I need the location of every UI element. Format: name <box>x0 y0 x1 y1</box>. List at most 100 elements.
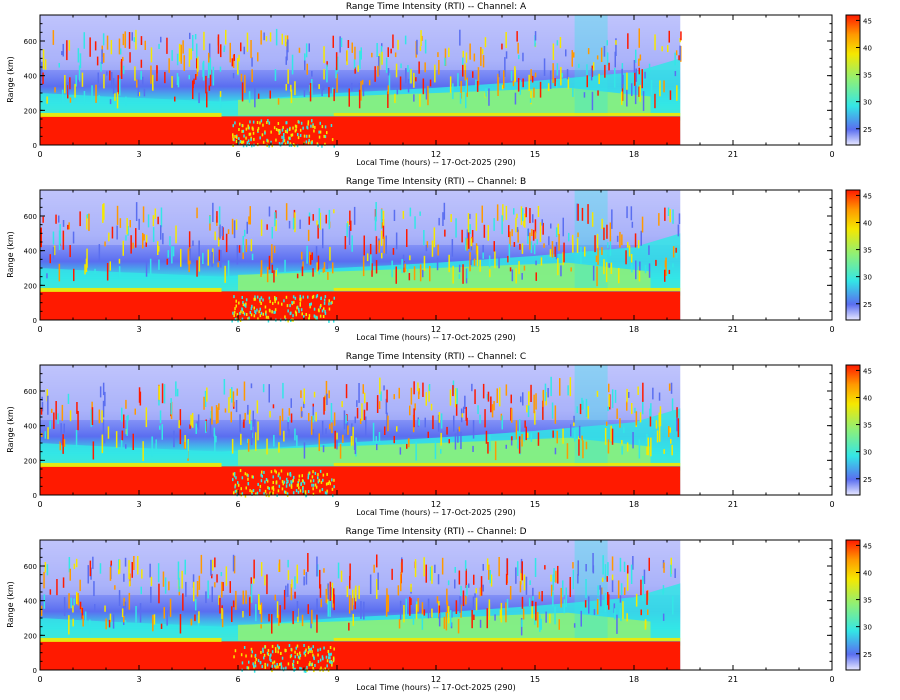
rti-speckle <box>314 471 317 475</box>
rti-speckle <box>241 661 244 665</box>
rti-echo-speck <box>287 69 289 84</box>
rti-speckle <box>293 144 296 148</box>
rti-echo-speck <box>124 31 126 48</box>
rti-echo-speck <box>656 430 659 443</box>
x-tick-label: 0 <box>37 500 42 509</box>
rti-echo-speck <box>573 415 575 423</box>
rti-echo-speck <box>303 90 306 97</box>
rti-echo-speck <box>515 420 518 440</box>
rti-echo-speck <box>106 71 108 76</box>
rti-echo-speck <box>316 598 318 612</box>
rti-echo-speck <box>334 430 336 449</box>
rti-echo-speck <box>217 34 220 54</box>
rti-speckle <box>267 119 269 123</box>
rti-echo-speck <box>102 419 105 438</box>
rti-echo-speck <box>598 73 600 84</box>
rti-echo-speck <box>461 413 463 418</box>
rti-echo-speck <box>70 597 72 609</box>
rti-echo-speck <box>639 85 641 102</box>
rti-speckle <box>246 313 248 316</box>
rti-echo-speck <box>198 256 201 272</box>
rti-echo-speck <box>353 206 356 225</box>
rti-echo-speck <box>258 594 260 610</box>
rti-echo-speck <box>446 426 448 435</box>
rti-speckle <box>294 296 297 300</box>
rti-speckle <box>271 664 273 668</box>
rti-echo-speck <box>635 411 638 426</box>
rti-echo-speck <box>332 262 334 274</box>
rti-echo-speck <box>386 412 388 431</box>
rti-echo-speck <box>505 602 507 623</box>
rti-speckle <box>262 123 264 127</box>
rti-echo-speck <box>515 268 517 284</box>
rti-echo-speck <box>533 87 535 98</box>
rti-echo-speck <box>503 70 505 89</box>
rti-echo-speck <box>533 394 535 414</box>
rti-echo-speck <box>497 80 499 96</box>
rti-echo-speck <box>52 231 55 245</box>
rti-echo-speck <box>158 259 160 270</box>
rti-echo-speck <box>590 68 593 81</box>
rti-echo-speck <box>556 63 559 76</box>
rti-echo-speck <box>152 614 154 632</box>
x-axis-label: Local Time (hours) -- 17-Oct-2025 (290) <box>356 508 516 517</box>
rti-echo-speck <box>552 574 554 591</box>
rti-echo-speck <box>635 49 637 63</box>
rti-speckle <box>320 666 322 670</box>
rti-echo-speck <box>359 418 362 424</box>
rti-speckle <box>289 312 292 316</box>
rti-echo-speck <box>69 77 71 90</box>
rti-speckle <box>325 655 328 659</box>
rti-echo-speck <box>264 575 266 586</box>
rti-echo-speck <box>550 376 552 397</box>
rti-echo-speck <box>609 236 612 256</box>
rti-echo-speck <box>387 594 389 612</box>
rti-echo-speck <box>46 96 48 104</box>
rti-speckle <box>317 648 319 652</box>
rti-echo-speck <box>619 557 622 572</box>
rti-echo-speck <box>112 78 115 94</box>
rti-echo-speck <box>587 406 589 419</box>
rti-echo-speck <box>189 424 191 429</box>
x-tick-label: 12 <box>431 325 441 334</box>
rti-echo-speck <box>521 596 524 609</box>
rti-echo-speck <box>307 553 309 572</box>
rti-echo-speck <box>623 427 625 433</box>
x-axis-label: Local Time (hours) -- 17-Oct-2025 (290) <box>356 158 516 167</box>
rti-echo-speck <box>670 438 672 444</box>
rti-echo-speck <box>152 215 155 227</box>
rti-echo-speck <box>323 568 325 573</box>
rti-echo-speck <box>611 209 613 229</box>
rti-echo-speck <box>517 78 520 92</box>
rti-speckle <box>278 131 280 135</box>
y-axis-label: Range (km) <box>5 581 15 628</box>
rti-echo-speck <box>380 209 383 229</box>
rti-echo-speck <box>129 52 131 63</box>
rti-speckle <box>311 663 313 667</box>
rti-speckle <box>260 302 262 305</box>
rti-echo-speck <box>530 241 533 254</box>
rti-echo-speck <box>548 236 550 246</box>
rti-echo-speck <box>458 274 461 279</box>
rti-speckle <box>326 492 328 496</box>
rti-echo-speck <box>43 594 46 609</box>
rti-echo-speck <box>404 263 406 272</box>
rti-echo-speck <box>195 423 197 434</box>
rti-echo-speck <box>619 608 622 618</box>
rti-echo-speck <box>659 406 662 427</box>
rti-speckle <box>247 317 249 321</box>
rti-echo-speck <box>233 220 236 239</box>
rti-echo-speck <box>354 67 356 74</box>
rti-echo-speck <box>519 80 521 95</box>
rti-echo-speck <box>414 216 416 229</box>
rti-speckle <box>298 307 300 311</box>
rti-echo-speck <box>303 401 305 408</box>
rti-echo-speck <box>529 208 531 224</box>
rti-echo-speck <box>337 562 340 579</box>
rti-speckle <box>324 142 326 146</box>
rti-speckle <box>286 121 288 125</box>
rti-echo-speck <box>285 56 287 65</box>
rti-echo-speck <box>390 48 392 54</box>
rti-echo-speck <box>482 383 485 399</box>
rti-echo-speck <box>287 417 290 422</box>
